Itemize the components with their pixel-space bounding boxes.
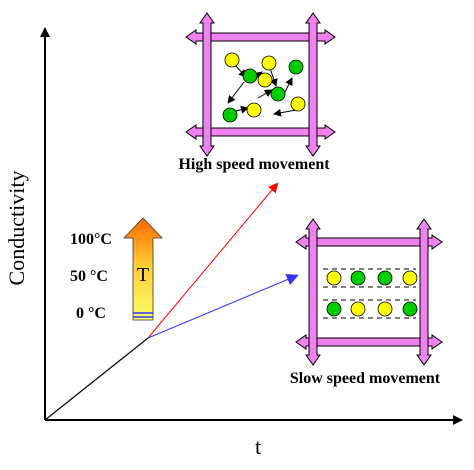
particle-yellow [257,72,273,88]
temperature-scale: 100°C 50 °C 0 °C T [70,217,163,322]
temperature-symbol: T [137,264,149,286]
particle-paths [227,63,297,117]
slow-speed-caption: Slow speed movement [290,370,441,387]
particle-yellow [246,102,262,118]
particle-yellow [326,270,342,286]
high-speed-caption: High speed movement [178,156,330,173]
y-axis-label: Conductivity [4,171,29,286]
particle-yellow [261,55,277,71]
double-headed-arrow-icon [185,124,336,140]
dashed-rows [323,268,416,319]
axes: Conductivity t [4,27,463,459]
slow-speed-panel: Slow speed movement [290,218,443,387]
particle-green [222,107,238,123]
double-headed-arrow-icon [185,29,336,45]
double-headed-arrow-icon [416,218,432,366]
double-headed-arrow-icon [199,12,215,157]
temp-label-100: 100°C [70,231,112,248]
particle-yellow [224,52,240,68]
high-speed-panel: High speed movement [178,12,336,173]
conductivity-curves [44,182,299,421]
particle-yellow [350,301,366,317]
particle-yellow [402,270,418,286]
double-headed-arrow-icon [305,218,321,366]
particle-green [350,270,366,286]
particle-green [377,270,393,286]
double-headed-arrow-icon [295,334,443,350]
particle-green [402,301,418,317]
temperature-up-arrow-icon [123,217,163,321]
double-headed-arrow-icon [305,12,321,157]
particle-green [242,68,258,84]
red-arrow [147,182,279,339]
temp-label-0: 0 °C [76,305,106,322]
particle-green [326,301,342,317]
temp-label-50: 50 °C [70,268,108,285]
particle-yellow [290,96,306,112]
particle-yellow [377,301,393,317]
blue-arrow [147,273,299,339]
particle-green [288,59,304,75]
x-axis-label: t [255,434,261,459]
black-line [44,337,149,421]
particle-green [270,86,286,102]
double-headed-arrow-icon [295,234,443,250]
